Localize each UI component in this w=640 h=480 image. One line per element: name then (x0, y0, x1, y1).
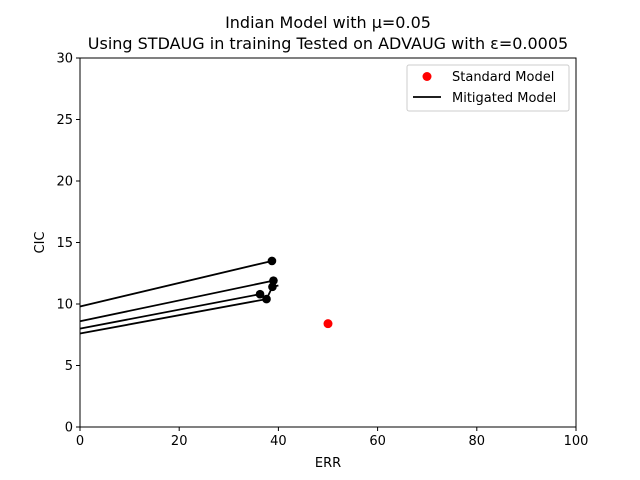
mitigated-model-point (268, 282, 277, 292)
mitigated-model-line (79, 293, 261, 330)
y-tick-label: 10 (56, 298, 73, 313)
x-tick-label: 0 (76, 434, 84, 449)
plot-frame (79, 57, 577, 428)
x-tick-label: 20 (171, 434, 188, 449)
mitigated-model-line (79, 298, 267, 335)
plot-marks (79, 256, 333, 335)
mitigated-model-line (79, 260, 273, 308)
legend-label-standard-model: Standard Model (452, 70, 554, 85)
y-axis-label: CIC (33, 232, 48, 254)
x-tick-label: 40 (270, 434, 287, 449)
legend-label-mitigated-model: Mitigated Model (452, 91, 556, 106)
x-tick-label: 100 (564, 434, 589, 449)
x-tick-label: 60 (369, 434, 386, 449)
y-tick-label: 30 (56, 52, 73, 67)
chart-title: Indian Model with μ=0.05 (225, 13, 431, 32)
legend-box (406, 64, 570, 112)
y-tick-label: 15 (56, 236, 73, 251)
y-tick-label: 25 (56, 113, 73, 128)
y-tick-label: 0 (65, 421, 73, 436)
x-axis-label: ERR (315, 456, 341, 471)
chart-subtitle: Using STDAUG in training Tested on ADVAU… (88, 34, 568, 53)
mitigated-model-line (79, 279, 274, 323)
mitigated-model-point (267, 256, 277, 266)
y-tick-label: 5 (65, 359, 73, 374)
y-tick-label: 20 (56, 175, 73, 190)
x-tick-label: 80 (469, 434, 486, 449)
axis-ticks: 0 20 40 60 80 100 0 5 10 15 20 25 30 (56, 52, 588, 450)
standard-model-point (323, 319, 333, 329)
legend-marker-standard-model (422, 72, 432, 81)
legend: Standard Model Mitigated Model (406, 64, 570, 112)
mitigated-model-point (255, 289, 265, 299)
mitigated-model-point (262, 294, 271, 304)
